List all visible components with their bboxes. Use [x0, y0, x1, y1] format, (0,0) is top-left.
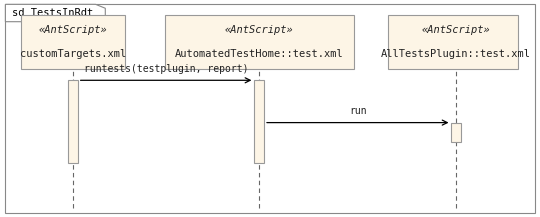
Bar	[451, 123, 461, 142]
Bar	[254, 80, 264, 163]
Bar	[21, 15, 125, 69]
Text: run: run	[349, 106, 367, 116]
Text: AllTestsPlugin::test.xml: AllTestsPlugin::test.xml	[381, 49, 531, 59]
Text: «AntScript»: «AntScript»	[38, 25, 107, 35]
Text: runtests(testplugin, report): runtests(testplugin, report)	[84, 64, 248, 74]
Text: sd TestsInRdt: sd TestsInRdt	[12, 8, 93, 18]
Text: AutomatedTestHome::test.xml: AutomatedTestHome::test.xml	[175, 49, 343, 59]
Bar	[165, 15, 354, 69]
Text: «AntScript»: «AntScript»	[422, 25, 491, 35]
Text: customTargets.xml: customTargets.xml	[20, 49, 126, 59]
Bar	[388, 15, 518, 69]
Text: «AntScript»: «AntScript»	[225, 25, 294, 35]
Polygon shape	[5, 4, 105, 22]
Bar	[68, 80, 78, 163]
